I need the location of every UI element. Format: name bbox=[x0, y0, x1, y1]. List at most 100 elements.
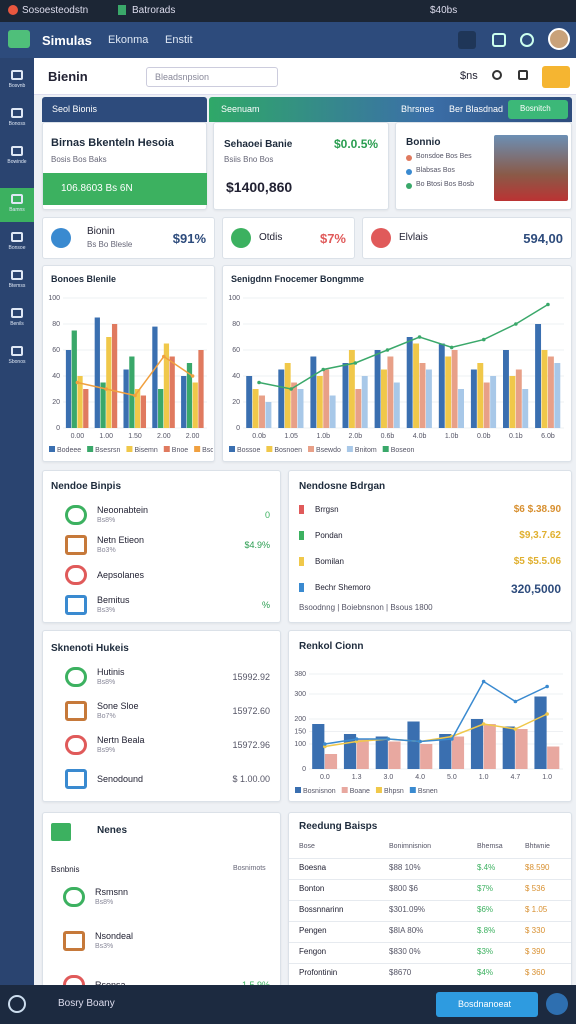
footer-text: Bosry Boany bbox=[58, 998, 115, 1009]
list-subhead: Bsnbnis bbox=[51, 865, 80, 874]
table-cell: $ 536 bbox=[525, 884, 546, 893]
card-amount: $1400,860 bbox=[226, 179, 293, 195]
browser-account[interactable]: $40bs bbox=[430, 5, 458, 16]
chart: 0 20 40 60 80 100 0.00 1.00 1.50 2.00 2.00 Bodeee Bs… bbox=[48, 295, 213, 454]
stat-icon bbox=[51, 228, 71, 248]
bar bbox=[181, 376, 187, 428]
sidebar-icon[interactable] bbox=[11, 146, 23, 156]
icon-button[interactable] bbox=[518, 70, 528, 80]
stat-label: Otdis bbox=[259, 232, 283, 243]
table-cell: $8.590 bbox=[525, 863, 550, 872]
legend-label: Bisemn bbox=[134, 447, 157, 454]
card-title: Birnas Bkenteln Hesoia bbox=[51, 137, 174, 149]
bullet bbox=[406, 183, 412, 189]
icon-button[interactable] bbox=[8, 995, 26, 1013]
point bbox=[513, 699, 518, 704]
table-cell: $88 10% bbox=[389, 863, 421, 872]
bar bbox=[470, 719, 484, 769]
y-tick-label: 300 bbox=[294, 691, 306, 698]
search-box[interactable]: Bleadsnpsion bbox=[146, 67, 278, 87]
item-icon bbox=[299, 531, 304, 540]
item-value: 0 bbox=[264, 510, 270, 520]
footer-button[interactable]: Bosdnanoeat bbox=[436, 992, 538, 1017]
bar bbox=[420, 744, 433, 769]
sidebar-icon[interactable] bbox=[11, 232, 23, 242]
table-cell: $ 330 bbox=[525, 926, 546, 935]
icon-button[interactable] bbox=[546, 993, 568, 1015]
bar bbox=[297, 389, 304, 428]
bar bbox=[123, 369, 129, 428]
bar bbox=[509, 376, 516, 428]
y-tick-label: 80 bbox=[52, 321, 60, 328]
bar bbox=[284, 363, 291, 428]
x-tick-label: 1.0b bbox=[445, 433, 459, 440]
y-tick-label: 380 bbox=[294, 671, 306, 678]
bar bbox=[483, 724, 496, 769]
nav-link[interactable]: Ekonma bbox=[108, 34, 149, 46]
bar bbox=[198, 350, 204, 428]
bar bbox=[106, 337, 112, 428]
point bbox=[546, 302, 550, 307]
sidebar-icon[interactable] bbox=[11, 308, 23, 318]
icon-button[interactable] bbox=[458, 31, 476, 49]
item-sub: Bo7% bbox=[97, 713, 116, 720]
bar bbox=[329, 395, 336, 428]
table-cell: Profontinin bbox=[299, 968, 338, 977]
table-cell: Boesna bbox=[299, 863, 327, 872]
sidebar-active bbox=[0, 188, 34, 222]
item-label: Brrgsn bbox=[315, 505, 339, 514]
avatar[interactable] bbox=[548, 28, 570, 50]
x-tick-label: 2.00 bbox=[186, 433, 200, 440]
sidebar-label: Bonsoe bbox=[8, 245, 26, 251]
banner: Seenuam Bhrsnes Ber Blasdnad Bosnitch bbox=[209, 97, 572, 122]
legend-label: Bnoe bbox=[172, 447, 188, 454]
currency[interactable]: $ns bbox=[460, 70, 478, 82]
table-header: Bhemsa bbox=[477, 843, 503, 850]
item-label: Rsmsnn bbox=[95, 887, 129, 897]
banner-link[interactable]: Bhrsnes bbox=[401, 104, 435, 114]
action-button[interactable] bbox=[542, 66, 570, 88]
row-divider bbox=[289, 900, 571, 901]
stat-label: Bionin bbox=[87, 226, 115, 237]
point bbox=[321, 367, 326, 372]
x-tick-label: 4.7 bbox=[511, 774, 521, 781]
legend-label: Bsnen bbox=[418, 788, 438, 795]
item-value: % bbox=[261, 600, 270, 610]
item-sub: Bs8% bbox=[95, 899, 114, 906]
legend-label: Bsewdo bbox=[316, 447, 341, 454]
top-bar: Bienin Bleadsnpsion $ns bbox=[34, 58, 576, 95]
icon-button[interactable] bbox=[492, 33, 506, 47]
stat-icon bbox=[231, 228, 251, 248]
bar bbox=[312, 724, 325, 769]
page-title: Bienin bbox=[48, 69, 88, 84]
banner-link[interactable]: Ber Blasdnad bbox=[449, 104, 504, 114]
logo[interactable]: Simulas bbox=[42, 33, 92, 48]
bar bbox=[111, 324, 118, 428]
bar bbox=[140, 395, 147, 428]
point bbox=[385, 348, 390, 352]
sidebar-icon[interactable] bbox=[11, 194, 23, 204]
icon-button[interactable] bbox=[492, 70, 502, 80]
item-icon bbox=[65, 701, 87, 721]
stat-label: Elvlais bbox=[399, 232, 428, 243]
bar bbox=[278, 369, 285, 428]
sidebar-label: Bamns bbox=[9, 207, 25, 213]
sidebar-icon[interactable] bbox=[11, 270, 23, 280]
legend-swatch bbox=[163, 446, 170, 452]
item-icon bbox=[299, 557, 304, 566]
card-bar: 106.8603 Bs 6N bbox=[43, 173, 207, 205]
banner-button[interactable]: Bosnitch bbox=[508, 100, 568, 119]
bar bbox=[490, 376, 497, 428]
icon-button[interactable] bbox=[520, 33, 534, 47]
stat-icon bbox=[371, 228, 391, 248]
point bbox=[481, 679, 486, 684]
point bbox=[545, 684, 549, 689]
sidebar-icon[interactable] bbox=[11, 70, 23, 80]
tab[interactable]: Batrorads bbox=[132, 5, 176, 16]
tab[interactable]: Sosoesteodstn bbox=[22, 5, 89, 16]
x-tick-label: 1.0 bbox=[542, 774, 552, 781]
sidebar-icon[interactable] bbox=[11, 346, 23, 356]
sidebar-icon[interactable] bbox=[11, 108, 23, 118]
nav-link[interactable]: Enstit bbox=[165, 34, 193, 46]
y-tick-label: 150 bbox=[294, 729, 306, 736]
